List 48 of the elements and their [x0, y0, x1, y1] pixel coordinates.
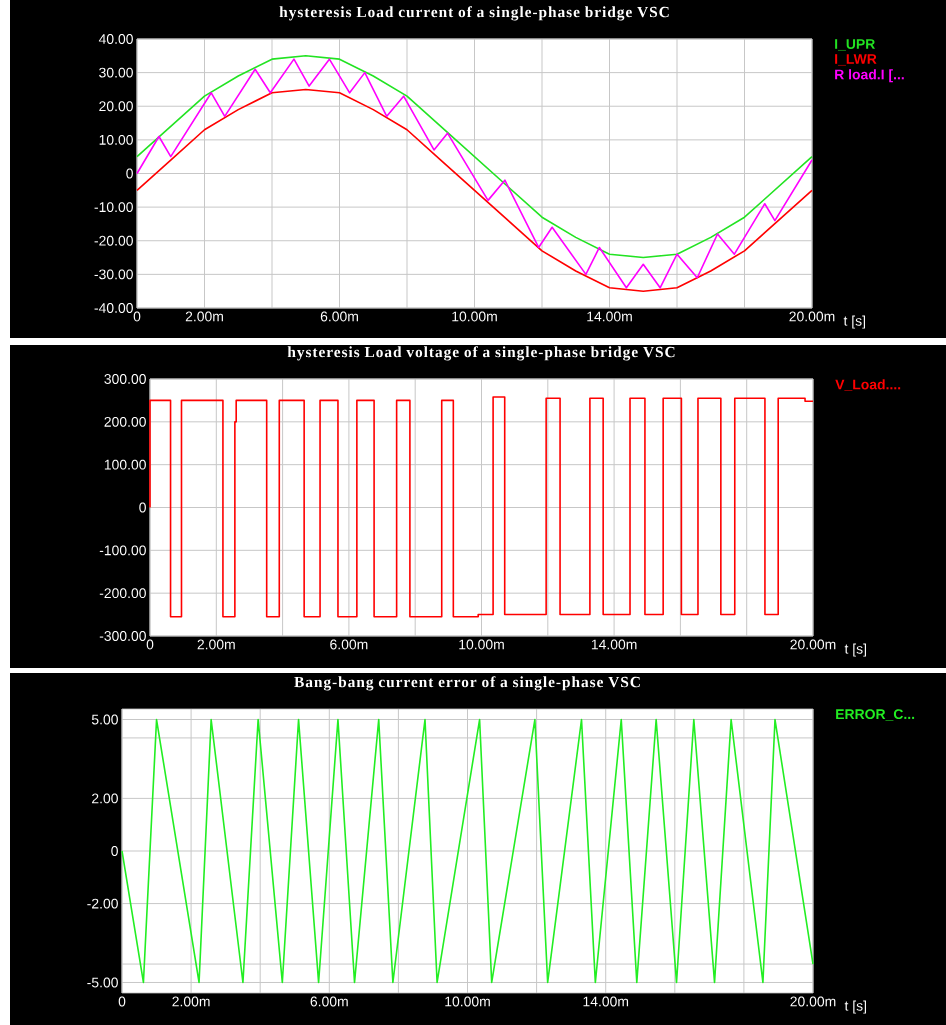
x-tick-label: 6.00m: [320, 311, 358, 322]
y-tick-label: 0: [126, 168, 133, 179]
y-tick-label: 200.00: [104, 416, 146, 427]
y-tick-label: 300.00: [104, 374, 146, 384]
x-tick-label: 2.00m: [172, 996, 210, 1007]
x-tick-label: 14.00m: [587, 311, 632, 322]
x-tick-label: 20.00m: [790, 996, 836, 1007]
y-tick-label: -20.00: [94, 235, 133, 246]
y-tick-label: 100.00: [104, 459, 146, 470]
text: I_UPR: [835, 39, 876, 51]
y-tick-label: -10.00: [94, 202, 133, 213]
series-label: V_Load....: [835, 379, 901, 391]
x-tick-label: 14.00m: [591, 639, 637, 650]
text: I_LWR: [835, 54, 877, 66]
text: ERROR_C...: [836, 709, 915, 721]
x-tick-label: 14.00m: [583, 996, 629, 1007]
x-tick-label: 6.00m: [330, 639, 368, 650]
y-tick-label: 2.00: [92, 793, 118, 804]
y-tick-label: -5.00: [87, 977, 118, 988]
y-tick-label: 10.00: [99, 134, 133, 145]
y-tick-label: -2.00: [87, 898, 118, 909]
y-tick-label: -300.00: [99, 631, 146, 641]
y-tick-label: 0: [139, 502, 146, 513]
chart-title: hysteresis Load current of a single-phase bridge VSC: [279, 6, 669, 21]
x-axis-title: t [s]: [844, 643, 866, 657]
text: R load.I [...: [835, 69, 904, 83]
x-tick-label: 20.00m: [790, 639, 836, 650]
x-tick-label: 10.00m: [445, 996, 490, 1007]
chart-title: Bang-bang current error of a single-phase VSC: [294, 676, 640, 691]
y-tick-label: 0: [111, 846, 118, 856]
y-tick-label: 40.00: [98, 34, 133, 44]
x-tick-label: 20.00m: [789, 311, 835, 322]
x-tick-label: 6.00m: [310, 996, 348, 1007]
y-tick-label: -100.00: [99, 545, 146, 556]
y-tick-label: -30.00: [94, 269, 133, 280]
y-tick-label: 30.00: [99, 67, 133, 78]
x-axis-title: t [s]: [843, 315, 865, 329]
x-tick-label: 2.00m: [197, 639, 235, 650]
chart-title: hysteresis Load voltage of a single-phase bridge VSC: [287, 346, 675, 361]
y-tick-label: 5.00: [91, 714, 118, 725]
y-tick-label: -200.00: [99, 588, 146, 599]
x-axis-title: t [s]: [844, 1000, 866, 1014]
x-tick-label: 10.00m: [459, 639, 504, 650]
y-tick-label: -40.00: [94, 303, 133, 313]
y-tick-label: 20.00: [99, 101, 133, 112]
x-tick-label: 2.00m: [185, 311, 223, 322]
x-tick-label: 10.00m: [452, 311, 497, 322]
x-tick-label: 0: [146, 639, 154, 650]
